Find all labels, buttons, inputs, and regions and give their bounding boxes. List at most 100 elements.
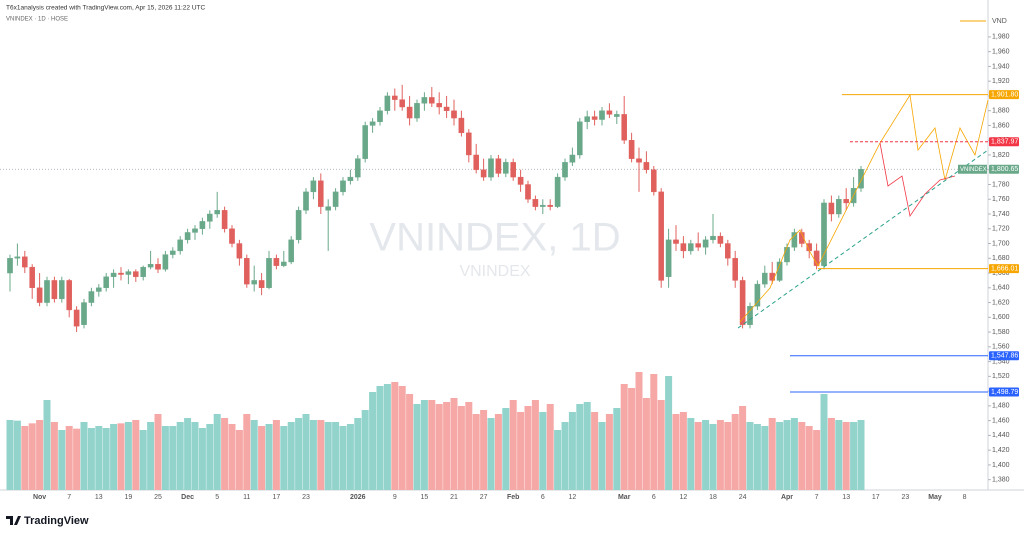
x-tick-label: 12 bbox=[569, 494, 577, 501]
trend-line bbox=[737, 149, 989, 329]
candle-body bbox=[281, 261, 287, 266]
candle-body bbox=[621, 114, 627, 141]
candle-body bbox=[384, 95, 391, 111]
volume-bar bbox=[169, 426, 177, 490]
candle-body bbox=[606, 110, 613, 115]
volume-bar bbox=[443, 402, 451, 490]
candle-body bbox=[443, 106, 450, 111]
candle-body bbox=[717, 235, 724, 244]
x-tick-label: 21 bbox=[450, 494, 458, 501]
volume-bar bbox=[635, 372, 643, 490]
volume-bar bbox=[287, 422, 295, 490]
volume-bar bbox=[450, 398, 458, 490]
volume-bar bbox=[724, 422, 732, 490]
x-tick-label: 13 bbox=[95, 494, 103, 501]
x-tick-label: 17 bbox=[872, 494, 880, 501]
y-tick-label: 1,380 bbox=[992, 477, 1010, 484]
candle-body bbox=[236, 243, 243, 259]
candle-body bbox=[177, 239, 184, 252]
candle-body bbox=[169, 250, 176, 255]
candle-body bbox=[36, 287, 43, 303]
watermark-subtitle: VNINDEX bbox=[459, 263, 530, 280]
y-tick-label: 1,540 bbox=[992, 358, 1010, 365]
candle-body bbox=[488, 158, 494, 178]
candle-body bbox=[206, 213, 213, 222]
x-tick-label: 19 bbox=[125, 494, 133, 501]
candle-body bbox=[340, 180, 346, 193]
volume-bar bbox=[650, 374, 658, 490]
volume-bar bbox=[435, 404, 443, 490]
candle-body bbox=[858, 169, 864, 189]
candle-body bbox=[199, 221, 206, 229]
volume-bar bbox=[235, 430, 243, 490]
symbol-line: VNINDEX · 1D · HOSE bbox=[6, 17, 68, 23]
volume-bar bbox=[827, 418, 835, 490]
last-price-label: 1,800.65 bbox=[991, 166, 1018, 173]
volume-bar bbox=[820, 394, 828, 490]
candle-body bbox=[369, 121, 376, 126]
candle-body bbox=[710, 235, 716, 241]
volume-bar bbox=[761, 426, 769, 490]
volume-bar bbox=[642, 398, 650, 490]
candle-body bbox=[266, 258, 272, 289]
volume-bar bbox=[805, 426, 813, 490]
volume-bar bbox=[509, 400, 517, 490]
y-tick-label: 1,740 bbox=[992, 211, 1010, 218]
volume-bar bbox=[487, 418, 495, 490]
candle-body bbox=[451, 110, 457, 119]
candle-body bbox=[347, 176, 354, 181]
volume-bar bbox=[87, 428, 95, 490]
volume-bar bbox=[265, 424, 273, 490]
volume-bar bbox=[302, 414, 310, 490]
volume-bar bbox=[598, 422, 606, 490]
volume-bar bbox=[465, 402, 473, 490]
level-label: 1,837.97 bbox=[991, 139, 1018, 146]
x-tick-label: 23 bbox=[902, 494, 910, 501]
candle-body bbox=[399, 99, 406, 108]
volume-bar bbox=[317, 420, 325, 490]
volume-bar bbox=[798, 422, 806, 490]
candle-body bbox=[184, 232, 191, 241]
candle-body bbox=[66, 280, 72, 311]
candle-body bbox=[614, 114, 620, 117]
volume-bar bbox=[50, 422, 58, 490]
volume-bar bbox=[73, 428, 81, 490]
volume-bar bbox=[480, 410, 488, 490]
x-tick-label: 12 bbox=[680, 494, 688, 501]
volume-bar bbox=[346, 424, 354, 490]
volume-bar bbox=[65, 426, 73, 490]
x-tick-label: 24 bbox=[739, 494, 747, 501]
candle-body bbox=[584, 116, 590, 122]
y-tick-label: 1,860 bbox=[992, 122, 1010, 129]
volume-bar bbox=[376, 386, 384, 490]
x-tick-label: Apr bbox=[781, 494, 793, 501]
volume-bar bbox=[398, 386, 406, 490]
volume-bar bbox=[813, 430, 821, 490]
volume-bar bbox=[687, 418, 695, 490]
x-tick-label: 7 bbox=[67, 494, 71, 501]
volume-bar bbox=[561, 422, 569, 490]
volume-bar bbox=[850, 422, 858, 490]
x-tick-label: 7 bbox=[815, 494, 819, 501]
y-tick-label: 1,880 bbox=[992, 108, 1010, 115]
candle-body bbox=[273, 258, 280, 266]
volume-bar bbox=[679, 412, 687, 490]
candle-body bbox=[680, 243, 687, 252]
candle-body bbox=[510, 162, 517, 178]
level-label: 1,547.86 bbox=[991, 353, 1018, 360]
volume-bar bbox=[206, 424, 214, 490]
candle-body bbox=[51, 280, 58, 300]
y-tick-label: 1,960 bbox=[992, 49, 1010, 56]
candle-body bbox=[702, 239, 709, 248]
volume-bar bbox=[28, 423, 36, 490]
candle-body bbox=[214, 210, 221, 215]
candle-body bbox=[392, 95, 398, 100]
volume-bar bbox=[502, 408, 510, 490]
candle-body bbox=[569, 154, 576, 163]
candle-body bbox=[103, 276, 109, 289]
volume-bar bbox=[161, 426, 169, 490]
volume-bar bbox=[58, 430, 66, 490]
y-tick-label: 1,600 bbox=[992, 314, 1010, 321]
x-tick-label: 9 bbox=[393, 494, 397, 501]
volume-bar bbox=[391, 382, 399, 490]
